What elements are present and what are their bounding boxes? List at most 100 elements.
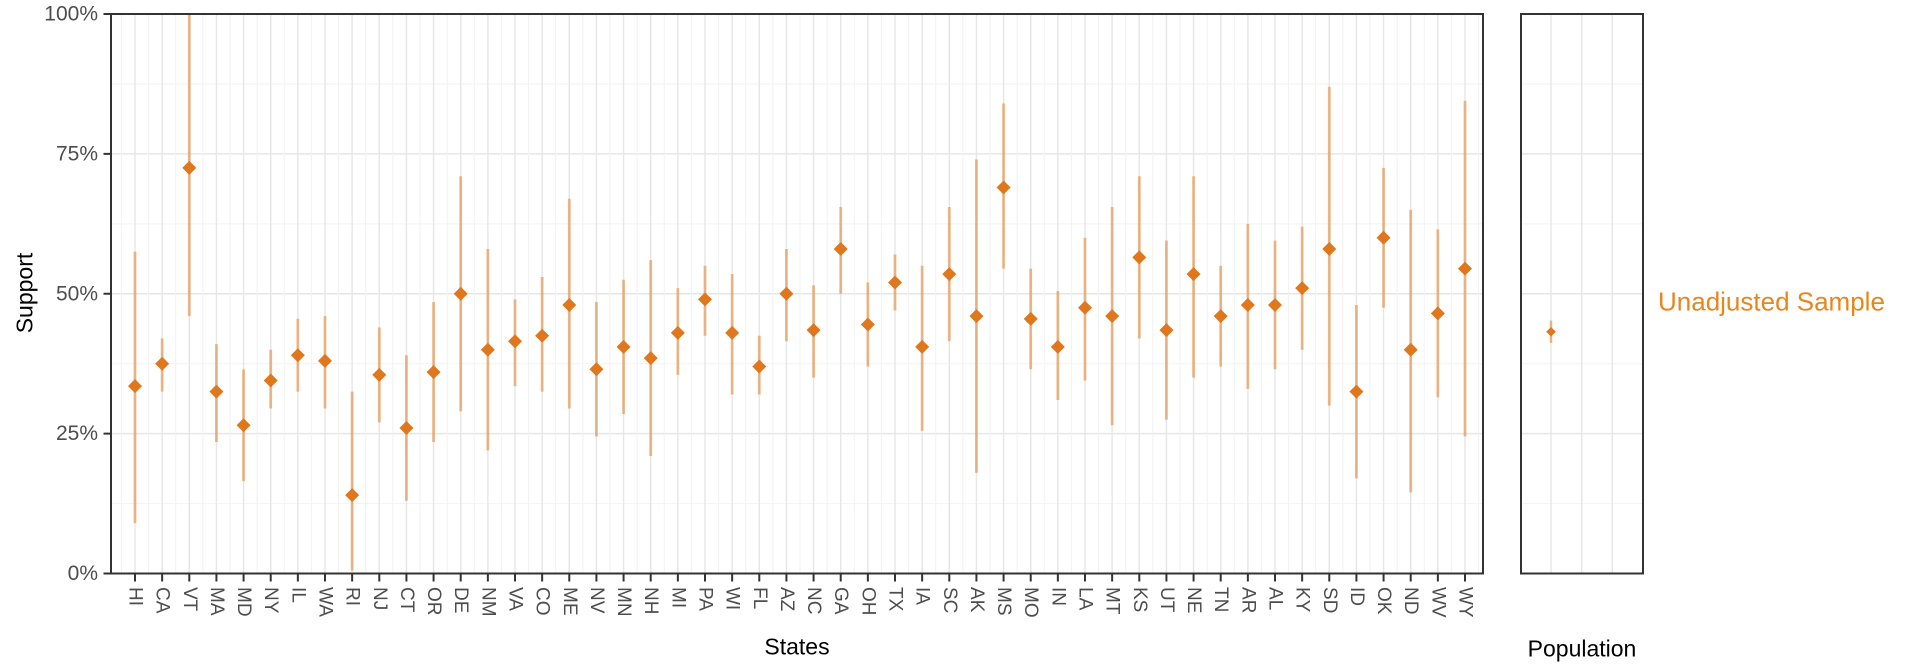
x-tick-label-VT: VT	[179, 587, 200, 612]
x-tick-label-AR: AR	[1237, 587, 1258, 613]
x-tick-label-CA: CA	[152, 587, 173, 614]
x-tick-label-MO: MO	[1020, 587, 1041, 618]
population-panel-border	[1520, 13, 1644, 575]
point-MD	[236, 418, 251, 433]
point-NH	[643, 351, 658, 366]
y-tick-label-25: 25%	[56, 422, 98, 445]
x-tick-label-WY: WY	[1455, 587, 1476, 618]
x-tick-label-ND: ND	[1400, 587, 1421, 614]
point-CA	[155, 356, 170, 371]
x-tick-label-NC: NC	[803, 587, 824, 614]
point-VT	[182, 160, 197, 175]
x-axis-title-population: Population	[1527, 635, 1637, 662]
x-tick-label-NV: NV	[586, 587, 607, 614]
x-tick-label-OR: OR	[423, 587, 444, 616]
point-AL	[1268, 297, 1282, 312]
x-tick-label-NM: NM	[477, 587, 498, 617]
point-KS	[1132, 250, 1147, 265]
point-OR	[426, 365, 441, 380]
x-tick-label-VA: VA	[505, 587, 526, 611]
x-tick-label-CT: CT	[396, 587, 417, 613]
point-WV	[1430, 306, 1445, 321]
point-UT	[1159, 323, 1174, 338]
point-KY	[1295, 281, 1310, 296]
point-NM	[480, 342, 495, 357]
point-LA	[1078, 300, 1092, 315]
y-tick-label-50: 50%	[56, 282, 98, 305]
x-tick-label-IL: IL	[287, 587, 308, 603]
point-FL	[752, 359, 767, 374]
point-CT	[399, 421, 414, 436]
point-NV	[589, 362, 604, 377]
point-MN	[616, 339, 631, 354]
x-tick-label-UT: UT	[1156, 587, 1177, 613]
x-tick-label-NE: NE	[1183, 587, 1204, 613]
point-NC	[806, 323, 821, 338]
point-WI	[725, 325, 740, 340]
point-WY	[1458, 261, 1472, 276]
x-tick-label-OH: OH	[857, 587, 878, 616]
x-tick-label-ME: ME	[559, 587, 580, 616]
x-tick-label-IN: IN	[1047, 587, 1068, 606]
x-tick-label-WA: WA	[315, 587, 336, 617]
x-tick-label-NJ: NJ	[369, 587, 390, 610]
x-tick-label-LA: LA	[1075, 587, 1096, 611]
x-tick-label-MS: MS	[993, 587, 1014, 616]
y-tick-label-75: 75%	[56, 142, 98, 165]
x-tick-label-MN: MN	[613, 587, 634, 617]
x-tick-label-OK: OK	[1373, 587, 1394, 615]
x-tick-label-AL: AL	[1265, 587, 1286, 610]
x-tick-label-SC: SC	[939, 587, 960, 613]
point-TN	[1213, 309, 1228, 324]
x-tick-label-KY: KY	[1292, 587, 1313, 613]
point-MI	[670, 325, 685, 340]
point-SD	[1322, 241, 1337, 256]
point-MO	[1023, 311, 1038, 326]
x-tick-label-IA: IA	[912, 587, 933, 605]
point-NJ	[372, 367, 387, 382]
point-TX	[888, 275, 902, 290]
point-ME	[562, 297, 577, 312]
x-tick-label-KS: KS	[1129, 587, 1150, 612]
legend-label-unadjusted-sample: Unadjusted Sample	[1658, 286, 1885, 317]
point-ND	[1403, 342, 1418, 357]
x-tick-label-MA: MA	[206, 587, 227, 616]
point-CO	[535, 328, 550, 343]
point-DE	[453, 286, 468, 301]
x-tick-label-TX: TX	[885, 587, 906, 612]
x-tick-label-TN: TN	[1210, 587, 1231, 612]
x-tick-label-HI: HI	[125, 587, 146, 606]
point-SC	[942, 267, 957, 282]
x-tick-label-PA: PA	[695, 587, 716, 611]
point-IL	[290, 348, 305, 363]
y-axis-title: Support	[11, 252, 38, 334]
x-tick-label-RI: RI	[342, 587, 363, 606]
point-ID	[1349, 384, 1364, 399]
x-tick-label-ID: ID	[1346, 587, 1367, 606]
point-IN	[1050, 339, 1065, 354]
point-NE	[1186, 267, 1201, 282]
main-panel-border	[110, 13, 1484, 575]
point-VA	[508, 334, 522, 349]
point-RI	[345, 488, 360, 503]
point-MA	[209, 384, 224, 399]
x-tick-label-DE: DE	[450, 587, 471, 613]
x-tick-label-WV: WV	[1427, 587, 1448, 618]
y-tick-label-0: 0%	[68, 562, 98, 585]
point-HI	[128, 379, 142, 394]
x-tick-label-AZ: AZ	[776, 587, 797, 612]
point-AR	[1240, 297, 1255, 312]
point-MT	[1105, 309, 1120, 324]
point-GA	[833, 241, 848, 256]
point-WA	[318, 353, 332, 368]
x-tick-label-WI: WI	[722, 587, 743, 610]
y-tick-label-100: 100%	[44, 3, 98, 26]
point-OH	[860, 317, 875, 332]
x-tick-label-GA: GA	[830, 587, 851, 615]
point-PA	[698, 292, 712, 307]
x-tick-label-FL: FL	[749, 587, 770, 609]
x-tick-label-AK: AK	[966, 587, 987, 613]
point-MS	[996, 180, 1011, 195]
